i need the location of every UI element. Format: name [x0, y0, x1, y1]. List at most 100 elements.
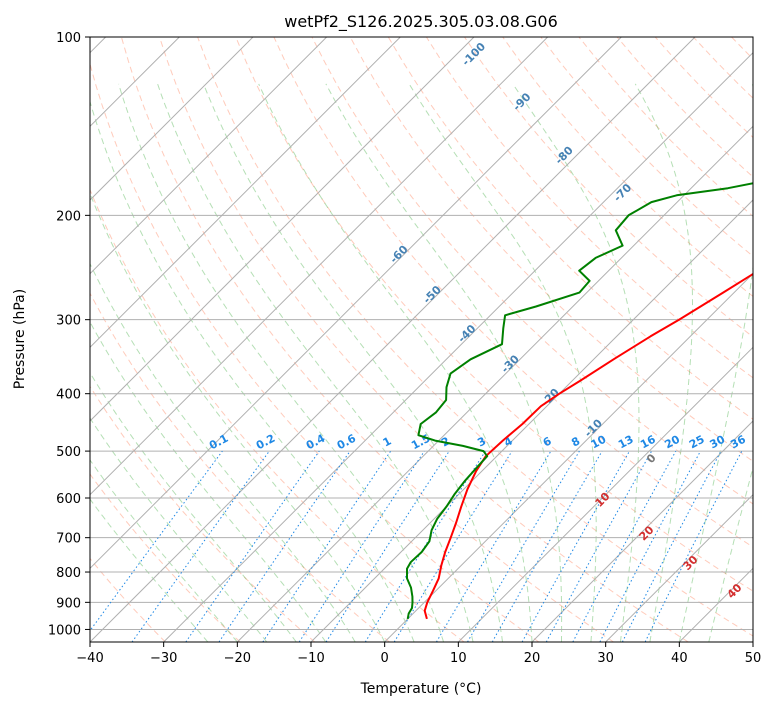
- moist-adiabat-line: [90, 459, 238, 642]
- isotherm-line: [163, 51, 753, 642]
- dry-adiabat-line: [90, 473, 241, 642]
- moist-adiabat-line: [90, 262, 356, 642]
- x-axis-label: Temperature (°C): [360, 681, 482, 697]
- y-tick-label: 600: [56, 492, 81, 507]
- temperature-profile-line: [423, 272, 753, 620]
- isotherm-line: [384, 272, 753, 642]
- mixing-ratio-label: 25: [687, 433, 707, 452]
- mixing-ratio-line: [325, 450, 450, 642]
- mixing-ratio-label: 36: [728, 433, 748, 452]
- y-tick-label: 800: [56, 566, 81, 581]
- isotherm-line: [90, 37, 254, 201]
- dry-adiabats: [90, 37, 753, 642]
- mixing-ratio-line: [262, 450, 392, 642]
- x-tick-label: 50: [745, 651, 762, 666]
- dry-adiabat-line: [159, 37, 689, 642]
- x-tick-label: −10: [297, 651, 324, 666]
- moist-adiabat-line: [258, 83, 533, 642]
- y-axis-ticks: 100 200 300 400 500 600 700 800 900 1000: [48, 31, 90, 638]
- mixing-ratio-line: [90, 450, 223, 632]
- mixing-ratio-line: [131, 450, 270, 642]
- moist-adiabat-line: [90, 371, 297, 642]
- isotherm-line: [90, 37, 328, 275]
- x-tick-label: 0: [381, 651, 389, 666]
- mixing-ratio-label: 16: [638, 433, 658, 452]
- mixing-ratio-line: [521, 450, 630, 642]
- isotherm-line: [90, 37, 622, 570]
- y-tick-label: 500: [56, 445, 81, 460]
- dry-adiabat-line: [90, 292, 390, 642]
- mixing-ratio-label: 30: [708, 433, 728, 452]
- x-tick-label: 30: [597, 651, 614, 666]
- mixing-ratio-line: [572, 450, 677, 642]
- isotherm-line: [605, 493, 753, 642]
- isotherm-line: [90, 37, 549, 496]
- x-tick-label: 10: [450, 651, 467, 666]
- moist-adiabat-line: [157, 83, 474, 642]
- chart-title: wetPf2_S126.2025.305.03.08.G06: [284, 12, 558, 32]
- x-tick-label: −40: [76, 651, 103, 666]
- moist-adiabat-line: [90, 99, 415, 642]
- mixing-ratio-label: 13: [616, 433, 636, 452]
- moist-adiabat-line: [325, 83, 563, 642]
- mixing-ratio-line: [298, 450, 425, 642]
- dry-adiabat-line: [464, 37, 753, 338]
- y-tick-label: 200: [56, 209, 81, 224]
- moist-adiabat-line: [708, 465, 753, 642]
- mixing-ratio-line: [218, 450, 351, 642]
- moist-adiabat-line: [678, 83, 753, 642]
- dry-adiabat-line: [311, 37, 753, 505]
- mixing-ratio-label: 10: [589, 433, 609, 452]
- isotherm-line: [90, 37, 401, 349]
- y-axis-label: Pressure (hPa): [12, 289, 28, 389]
- isotherm-line: [457, 346, 753, 642]
- isotherm-line: [236, 125, 753, 642]
- mixing-ratio-lines: [90, 450, 743, 642]
- isotherms: [90, 37, 753, 642]
- dry-adiabat-line: [502, 37, 753, 298]
- dry-adiabat-line: [349, 37, 753, 462]
- isotherm-line: [310, 199, 753, 642]
- dry-adiabat-line: [90, 385, 316, 642]
- mixing-ratio-label: 20: [662, 433, 682, 452]
- y-tick-label: 400: [56, 388, 81, 403]
- isotherm-line: [531, 420, 753, 642]
- dry-adiabat-line: [425, 37, 753, 379]
- dewpoint-profile-line: [406, 182, 753, 620]
- mixing-ratio-line: [393, 450, 513, 642]
- dry-adiabat-line: [235, 37, 753, 592]
- x-axis-ticks: −40 −30 −20 −10 0 10 20 30 40 50: [76, 642, 761, 666]
- dry-adiabat-line: [387, 37, 753, 420]
- y-tick-label: 900: [56, 596, 81, 611]
- y-tick-label: 700: [56, 532, 81, 547]
- isobars: [90, 37, 753, 630]
- x-tick-label: −20: [224, 651, 251, 666]
- y-tick-label: 300: [56, 314, 81, 329]
- mixing-ratio-line: [545, 450, 653, 642]
- moist-adiabat-line: [634, 83, 693, 642]
- x-tick-label: 40: [671, 651, 688, 666]
- plot-frame: [89, 36, 754, 643]
- moist-adiabat-line: [90, 321, 327, 642]
- x-tick-label: 20: [524, 651, 541, 666]
- isotherm-line: [90, 37, 696, 642]
- moist-adiabat-line: [203, 83, 503, 642]
- dry-adiabat-line: [90, 62, 540, 642]
- moist-adiabat-line: [90, 417, 268, 642]
- isotherm-line: [90, 37, 475, 422]
- x-tick-label: −30: [150, 651, 177, 666]
- profiles: [406, 182, 753, 620]
- dry-adiabat-line: [90, 188, 465, 642]
- moist-adiabat-line: [90, 498, 209, 642]
- mixing-ratio-line: [644, 450, 743, 642]
- dry-adiabat-line: [120, 37, 614, 642]
- dry-adiabat-line: [273, 37, 753, 548]
- moist-adiabat-line: [408, 83, 597, 642]
- mixing-ratio-line: [185, 450, 320, 642]
- plot-area: 0.1 0.2 0.4 0.6 1 1.5 2 3 4 6 8 10 13 16 20 25 30 36-100-…: [90, 37, 753, 642]
- moist-adiabat-line: [512, 83, 640, 642]
- y-tick-label: 100: [56, 31, 81, 46]
- y-tick-label: 1000: [48, 623, 81, 638]
